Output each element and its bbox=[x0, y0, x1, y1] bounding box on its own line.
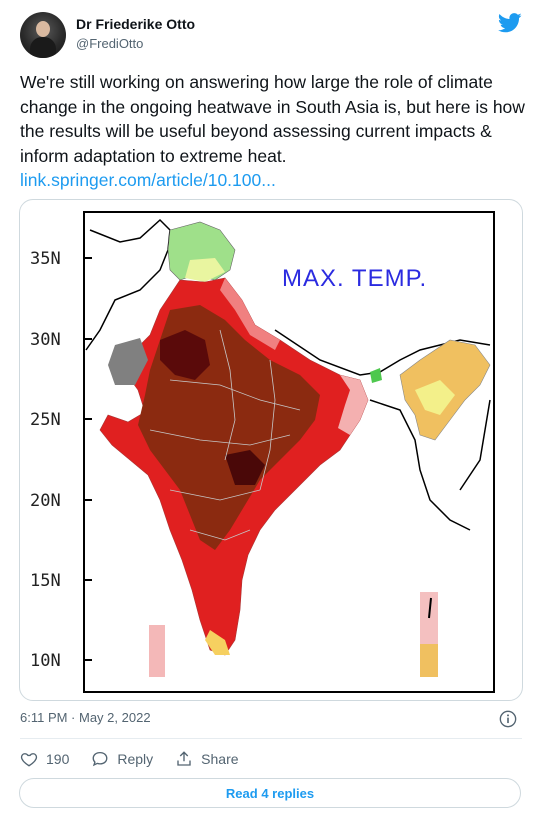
share-label: Share bbox=[201, 751, 239, 767]
tweet-body: We're still working on answering how lar… bbox=[20, 72, 525, 166]
region-east-pink bbox=[338, 375, 368, 435]
state-boundaries bbox=[149, 329, 301, 541]
heart-icon bbox=[20, 753, 38, 767]
article-link[interactable]: link.springer.com/article/10.100... bbox=[20, 170, 276, 190]
tweet-timestamp[interactable]: 6:11 PM · May 2, 2022 bbox=[20, 710, 151, 725]
like-button[interactable]: 190 bbox=[20, 750, 69, 768]
region-northeast-yellow bbox=[415, 380, 455, 415]
share-button[interactable]: Share bbox=[175, 750, 239, 768]
axis-ticks bbox=[84, 257, 92, 661]
region-edge-pink bbox=[220, 278, 280, 350]
avatar-body bbox=[30, 37, 56, 58]
author-name[interactable]: Dr Friederike Otto bbox=[76, 16, 196, 32]
lat-label-20n: 20N bbox=[30, 491, 61, 511]
map-title: MAX. TEMP. bbox=[282, 265, 427, 292]
divider bbox=[20, 738, 522, 739]
reply-label: Reply bbox=[117, 751, 154, 767]
swatch-mark bbox=[428, 597, 432, 619]
read-replies-button[interactable]: Read 4 replies bbox=[19, 778, 521, 808]
tweet-media[interactable]: 35N 30N 25N 20N 15N 10N bbox=[19, 199, 523, 701]
swatch-left bbox=[149, 625, 165, 677]
region-hot-core-2 bbox=[225, 450, 265, 485]
lat-label-15n: 15N bbox=[30, 571, 61, 591]
lat-label-30n: 30N bbox=[30, 330, 61, 350]
like-count: 190 bbox=[46, 751, 70, 767]
region-north-yellow bbox=[185, 258, 225, 282]
reply-button[interactable]: Reply bbox=[91, 750, 153, 768]
tweet-text: We're still working on answering how lar… bbox=[20, 70, 525, 193]
region-grey bbox=[108, 338, 148, 385]
lat-label-10n: 10N bbox=[30, 651, 61, 671]
reply-bubble-icon bbox=[92, 751, 108, 767]
swatch-right-orange bbox=[420, 644, 438, 677]
lat-label-25n: 25N bbox=[30, 410, 61, 430]
avatar[interactable] bbox=[20, 12, 66, 58]
lat-label-35n: 35N bbox=[30, 249, 61, 269]
region-hot-core-1 bbox=[160, 330, 210, 380]
share-icon bbox=[177, 751, 191, 766]
region-south-yellow bbox=[205, 630, 230, 655]
action-bar: 190 Reply Share bbox=[20, 749, 261, 769]
info-icon[interactable] bbox=[499, 710, 517, 728]
temperature-map: 35N 30N 25N 20N 15N 10N bbox=[30, 211, 495, 693]
author-handle[interactable]: @FrediOtto bbox=[76, 36, 144, 51]
region-small-green bbox=[370, 368, 382, 383]
twitter-bird-icon[interactable] bbox=[498, 12, 522, 34]
avatar-head bbox=[36, 21, 50, 37]
